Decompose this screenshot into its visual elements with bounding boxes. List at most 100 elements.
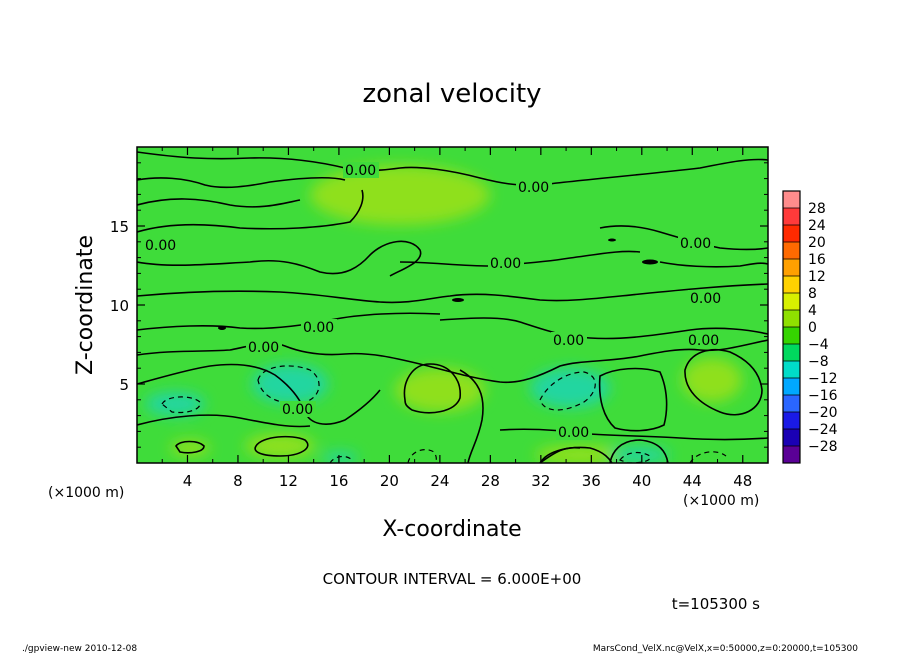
contour-island [218, 326, 226, 330]
colorbar-tick-label: −8 [808, 354, 829, 370]
colorbar-tick-label: 28 [808, 201, 826, 217]
x-tick-label: 28 [481, 472, 500, 490]
contour-label-bg [143, 237, 179, 253]
negative-region [145, 392, 205, 416]
contour-line [399, 250, 641, 267]
negative-region [530, 368, 610, 408]
field-shading [145, 165, 742, 463]
y-axis-title: Z-coordinate [73, 235, 98, 375]
colorbar-tick-label: −16 [808, 388, 838, 404]
contour-label-bg [556, 424, 592, 440]
x-axis-unit: (×1000 m) [683, 493, 759, 509]
colorbar-tick-label: 12 [808, 269, 826, 285]
x-tick-label: 20 [380, 472, 399, 490]
colorbar-segment [783, 378, 800, 396]
contour-label-bg [686, 332, 722, 348]
contour-line [659, 261, 768, 268]
negative-contour [257, 365, 320, 404]
contour-label: 0.00 [303, 320, 334, 336]
contour-line [403, 363, 461, 414]
contour-label: 0.00 [688, 333, 719, 349]
contour-line [459, 369, 484, 463]
x-tick-label: 32 [531, 472, 550, 490]
contour-line [439, 317, 768, 340]
contour-line [499, 428, 768, 441]
negative-contours [161, 365, 727, 463]
contour-label-bg [488, 255, 524, 271]
x-tick-label: 44 [683, 472, 702, 490]
colorbar-segment [783, 225, 800, 243]
x-tick-label: 24 [430, 472, 449, 490]
y-axis: 5 10 15 [110, 162, 768, 448]
colorbar-segment [783, 344, 800, 362]
x-tick-label: 36 [582, 472, 601, 490]
contour-line [137, 414, 311, 428]
colorbar-tick-label: 8 [808, 286, 817, 302]
negative-contour [161, 396, 201, 414]
y-tick-label: 15 [110, 218, 129, 236]
colorbar-tick-label: −12 [808, 371, 838, 387]
contour-line [137, 189, 364, 233]
colorbar-segment [783, 429, 800, 447]
plot-area: 0.00 0.00 0.00 0.00 0.00 0.00 0.00 0.00 0.00 0.00… [137, 147, 768, 463]
colorbar-segment [783, 259, 800, 277]
contour-line [539, 446, 581, 463]
contour-label: 0.00 [345, 163, 376, 179]
negative-region [322, 452, 358, 463]
colorbar-segment [783, 242, 800, 260]
contour-island [452, 298, 464, 302]
negative-contour [539, 371, 596, 411]
contour-labels: 0.00 0.00 0.00 0.00 0.00 0.00 0.00 0.00 0.00 0.00… [143, 162, 724, 441]
colorbar-segment [783, 293, 800, 311]
contour-label-bg [688, 290, 724, 306]
contour-label: 0.00 [248, 340, 279, 356]
contour-label-bg [280, 401, 316, 417]
contour-label-bg [678, 235, 714, 251]
contour-label: 0.00 [282, 402, 313, 418]
negative-contour [407, 449, 437, 463]
contour-line [137, 283, 768, 304]
contour-line [539, 446, 613, 463]
positive-region [395, 368, 485, 412]
negative-contour [329, 455, 353, 463]
contour-interval-text: CONTOUR INTERVAL = 6.000E+00 [323, 570, 582, 588]
contour-label-bg [516, 179, 552, 195]
negative-region [610, 447, 670, 463]
y-tick-label: 5 [119, 376, 129, 394]
x-axis: 4 8 12 16 20 24 28 32 36 40 44 48 [161, 147, 752, 490]
colorbar-segment [783, 412, 800, 430]
colorbar-tick-label: −20 [808, 405, 838, 421]
colorbar-tick-label: −4 [808, 337, 829, 353]
positive-region [310, 165, 490, 225]
contour-line [598, 367, 668, 432]
contour-line [254, 435, 309, 457]
colorbar-tick-label: 0 [808, 320, 817, 336]
colorbar-segment [783, 191, 800, 209]
colorbar-segment [783, 395, 800, 413]
contour-line [137, 198, 301, 208]
contour-label-bg [301, 319, 337, 335]
colorbar-tick-label: 24 [808, 218, 826, 234]
contour-island [642, 259, 658, 265]
contour-line [137, 177, 346, 189]
contour-label: 0.00 [558, 425, 589, 441]
contour-line [609, 439, 669, 463]
colorbar-segment [783, 276, 800, 294]
colorbar-tick-label: 4 [808, 303, 817, 319]
time-text: t=105300 s [672, 595, 760, 613]
contour-label: 0.00 [145, 238, 176, 254]
colorbar-tick-label: 16 [808, 252, 826, 268]
x-tick-label: 4 [183, 472, 193, 490]
contour-line [137, 363, 381, 425]
negative-region [252, 364, 328, 404]
contour-line [137, 240, 422, 277]
contour-label: 0.00 [518, 180, 549, 196]
x-tick-label: 12 [279, 472, 298, 490]
contour-label: 0.00 [680, 236, 711, 252]
y-tick-label: 10 [110, 297, 129, 315]
x-tick-label: 8 [233, 472, 243, 490]
contour-line [684, 348, 763, 416]
